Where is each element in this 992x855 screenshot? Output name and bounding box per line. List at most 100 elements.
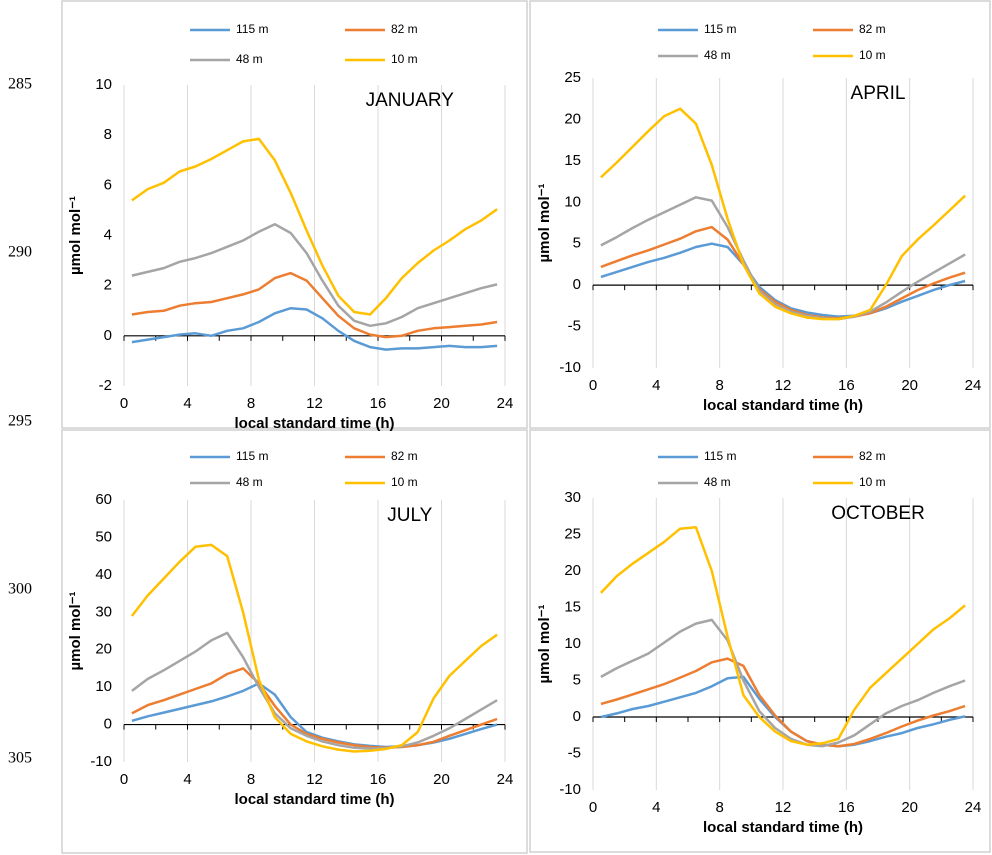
x-tick-label: 16 — [838, 377, 855, 394]
data-line — [600, 196, 966, 321]
y-tick-label: 20 — [95, 641, 112, 658]
y-tick-label: 40 — [95, 566, 112, 583]
chart-title: JULY — [387, 505, 432, 526]
x-tick-label: 20 — [433, 771, 450, 788]
data-line — [600, 618, 966, 748]
x-tick-label: 20 — [901, 799, 918, 816]
x-tick-label: 12 — [306, 771, 323, 788]
x-tick-label: 12 — [775, 377, 792, 394]
data-line — [131, 137, 498, 316]
y-tick-label: 60 — [95, 491, 112, 508]
x-axis-label: local standard time (h) — [234, 415, 394, 432]
legend-label: 48 m — [236, 52, 263, 66]
legend-label: 10 m — [859, 475, 886, 489]
y-tick-label: 50 — [95, 528, 112, 545]
x-axis-label: local standard time (h) — [703, 819, 863, 836]
y-tick-label: 25 — [564, 525, 581, 542]
chart-title: JANUARY — [366, 90, 455, 111]
y-tick-label: 0 — [573, 708, 581, 725]
x-tick-label: 0 — [589, 377, 597, 394]
line-number: 285 — [8, 76, 32, 93]
data-line — [131, 667, 498, 750]
legend-label: 82 m — [391, 22, 418, 36]
x-tick-label: 24 — [965, 799, 982, 816]
chart-title: APRIL — [851, 83, 906, 104]
y-tick-label: -5 — [568, 318, 581, 335]
y-tick-label: 10 — [564, 635, 581, 652]
x-tick-label: 8 — [715, 377, 723, 394]
y-axis-label: µmol mol⁻¹ — [536, 604, 553, 683]
legend-label: 10 m — [859, 48, 886, 62]
y-tick-label: 5 — [573, 235, 581, 252]
x-tick-label: 12 — [306, 395, 323, 412]
y-tick-label: 30 — [95, 603, 112, 620]
x-tick-label: 20 — [901, 377, 918, 394]
legend-label: 115 m — [704, 22, 736, 36]
legend-label: 82 m — [391, 449, 418, 463]
y-tick-label: 2 — [104, 277, 112, 294]
data-line — [600, 225, 966, 320]
x-axis-label: local standard time (h) — [703, 397, 863, 414]
x-tick-label: 24 — [965, 377, 982, 394]
legend-label: 48 m — [704, 475, 731, 489]
x-tick-label: 24 — [497, 771, 514, 788]
x-tick-label: 8 — [247, 771, 255, 788]
legend-label: 48 m — [704, 48, 731, 62]
x-tick-label: 20 — [433, 395, 450, 412]
x-tick-label: 0 — [589, 799, 597, 816]
y-tick-label: 6 — [104, 176, 112, 193]
x-tick-label: 12 — [775, 799, 792, 816]
x-tick-label: 8 — [247, 395, 255, 412]
x-tick-label: 16 — [370, 395, 387, 412]
y-axis-label: µmol mol⁻¹ — [536, 183, 553, 262]
x-axis-label: local standard time (h) — [234, 791, 394, 808]
y-tick-label: 8 — [104, 126, 112, 143]
data-line — [600, 242, 966, 318]
legend-label: 10 m — [391, 475, 418, 489]
legend-label: 115 m — [236, 22, 268, 36]
data-line — [600, 657, 966, 748]
y-tick-label: 10 — [95, 76, 112, 93]
x-tick-label: 0 — [120, 771, 128, 788]
x-tick-label: 4 — [652, 377, 660, 394]
x-tick-label: 4 — [183, 771, 191, 788]
y-tick-label: 30 — [564, 489, 581, 506]
y-tick-label: 0 — [104, 716, 112, 733]
legend-label: 115 m — [704, 449, 736, 463]
data-line — [131, 271, 498, 339]
data-line — [131, 631, 498, 750]
x-tick-label: 24 — [497, 395, 514, 412]
legend-label: 48 m — [236, 475, 263, 489]
x-tick-label: 8 — [715, 799, 723, 816]
y-tick-label: -10 — [559, 781, 581, 798]
y-tick-label: 15 — [564, 598, 581, 615]
panel-borders — [61, 0, 991, 854]
x-tick-label: 16 — [370, 771, 387, 788]
y-axis-label: µmol mol⁻¹ — [67, 591, 84, 670]
y-tick-label: 25 — [564, 69, 581, 86]
legend-label: 115 m — [236, 449, 268, 463]
line-number: 300 — [8, 581, 32, 598]
line-number: 290 — [8, 244, 32, 261]
y-tick-label: 4 — [104, 226, 112, 243]
y-tick-label: 15 — [564, 152, 581, 169]
y-tick-label: -2 — [99, 377, 112, 394]
x-tick-label: 4 — [183, 395, 191, 412]
legend-label: 10 m — [391, 52, 418, 66]
data-line — [600, 107, 966, 321]
y-tick-label: -5 — [568, 744, 581, 761]
y-tick-label: 10 — [564, 193, 581, 210]
y-tick-label: -10 — [90, 753, 112, 770]
line-number: 295 — [8, 413, 32, 430]
y-tick-label: -10 — [559, 359, 581, 376]
legend-label: 82 m — [859, 22, 886, 36]
y-tick-label: 0 — [104, 327, 112, 344]
line-number: 305 — [8, 750, 32, 767]
y-tick-label: 20 — [564, 562, 581, 579]
legend-label: 82 m — [859, 449, 886, 463]
y-tick-label: 0 — [573, 276, 581, 293]
x-tick-label: 0 — [120, 395, 128, 412]
x-tick-label: 16 — [838, 799, 855, 816]
chart-title: OCTOBER — [831, 503, 925, 524]
